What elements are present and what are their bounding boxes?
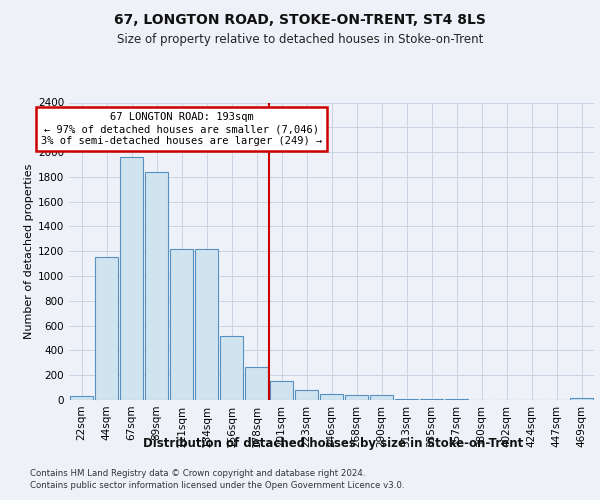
Bar — [445, 399, 468, 400]
Bar — [195, 249, 218, 400]
Text: 67 LONGTON ROAD: 193sqm
← 97% of detached houses are smaller (7,046)
3% of semi-: 67 LONGTON ROAD: 193sqm ← 97% of detache… — [41, 112, 322, 146]
Bar — [95, 258, 118, 400]
Bar — [570, 398, 593, 400]
Bar — [270, 381, 293, 400]
Bar — [245, 367, 268, 400]
Bar — [320, 394, 343, 400]
Text: Contains HM Land Registry data © Crown copyright and database right 2024.: Contains HM Land Registry data © Crown c… — [30, 469, 365, 478]
Text: Size of property relative to detached houses in Stoke-on-Trent: Size of property relative to detached ho… — [117, 32, 483, 46]
Y-axis label: Number of detached properties: Number of detached properties — [24, 164, 34, 339]
Bar — [145, 172, 168, 400]
Text: Distribution of detached houses by size in Stoke-on-Trent: Distribution of detached houses by size … — [143, 438, 523, 450]
Bar — [295, 390, 318, 400]
Bar — [120, 157, 143, 400]
Bar — [370, 395, 393, 400]
Text: Contains public sector information licensed under the Open Government Licence v3: Contains public sector information licen… — [30, 481, 404, 490]
Bar — [345, 395, 368, 400]
Bar — [220, 336, 243, 400]
Bar — [420, 399, 443, 400]
Bar — [395, 399, 418, 400]
Bar — [170, 249, 193, 400]
Bar — [70, 396, 93, 400]
Text: 67, LONGTON ROAD, STOKE-ON-TRENT, ST4 8LS: 67, LONGTON ROAD, STOKE-ON-TRENT, ST4 8L… — [114, 12, 486, 26]
